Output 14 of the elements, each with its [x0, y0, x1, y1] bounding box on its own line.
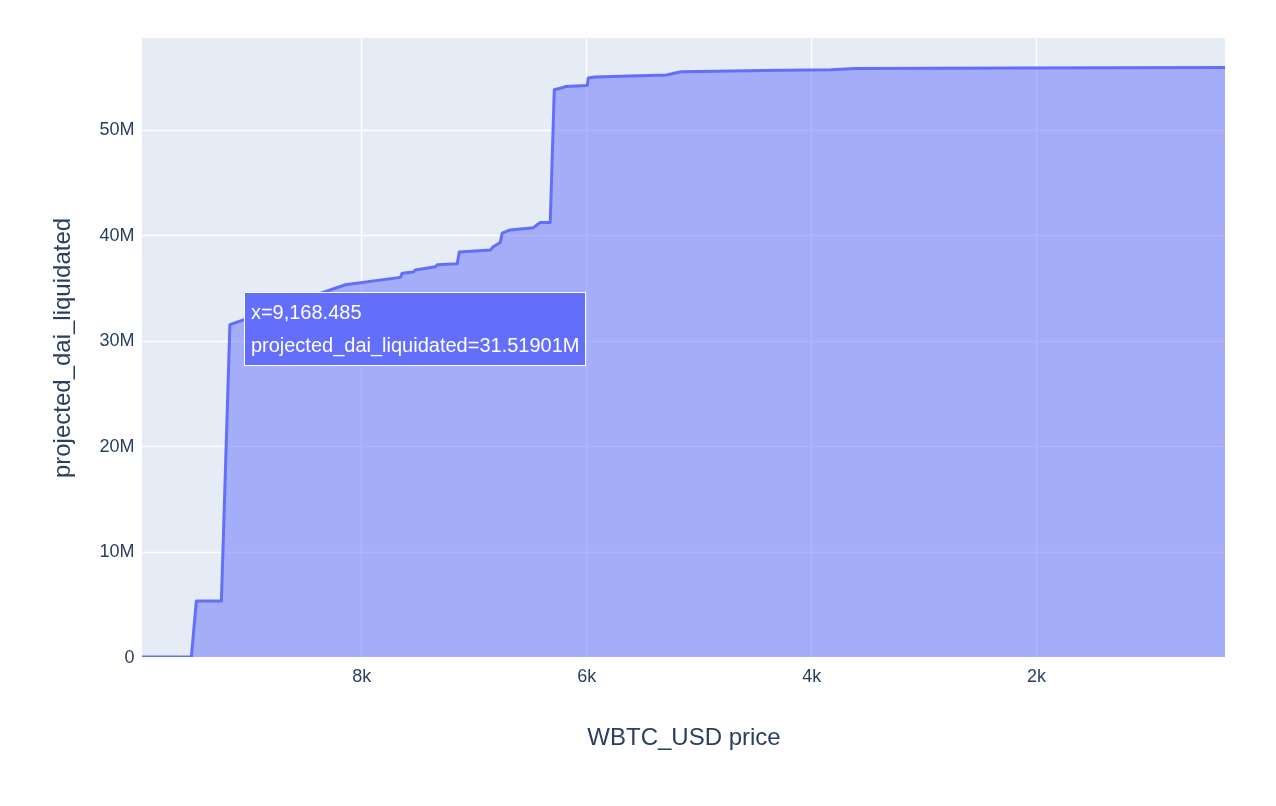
- y-tick-label: 10M: [99, 541, 135, 562]
- hover-label: x=9,168.485 projected_dai_liquidated=31.51901M: [243, 291, 587, 366]
- x-tick-label: 2k: [1027, 665, 1048, 686]
- x-axis-title: WBTC_USD price: [587, 722, 781, 750]
- x-tick-label: 6k: [577, 665, 598, 686]
- y-tick-label: 0: [124, 646, 135, 667]
- y-tick-label: 20M: [99, 435, 135, 456]
- y-tick-label: 50M: [99, 119, 135, 140]
- y-axis-title: projected_dai_liquidated: [48, 217, 76, 479]
- x-tick-label: 8k: [352, 665, 373, 686]
- y-tick-label: 40M: [99, 224, 135, 245]
- y-tick-label: 30M: [99, 330, 135, 351]
- x-tick-label: 4k: [802, 665, 823, 686]
- annotation: x=9,168.485 projected_dai_liquidated=31.51901M: [250, 299, 580, 359]
